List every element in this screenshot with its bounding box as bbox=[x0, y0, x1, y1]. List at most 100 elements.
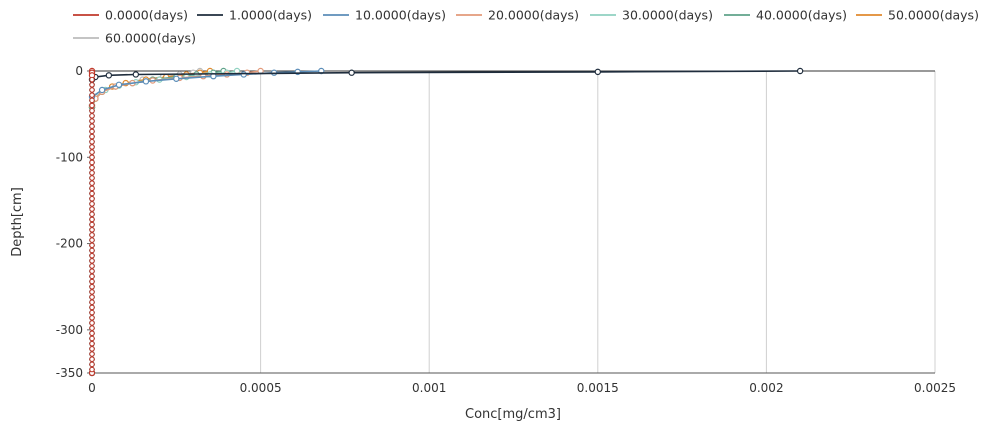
series-line bbox=[91, 70, 261, 373]
data-point bbox=[89, 97, 95, 104]
legend-item[interactable]: 40.0000(days) bbox=[724, 8, 847, 23]
legend-label: 0.0000(days) bbox=[105, 8, 188, 23]
data-point bbox=[89, 180, 95, 186]
y-tick-label: 0 bbox=[75, 64, 83, 78]
data-point bbox=[115, 81, 123, 89]
x-tick-label: 0 bbox=[88, 381, 96, 395]
data-point bbox=[89, 159, 95, 166]
data-point bbox=[89, 289, 95, 295]
y-tick-label: -300 bbox=[56, 323, 83, 337]
grid-lines bbox=[260, 71, 936, 373]
data-point bbox=[173, 75, 180, 82]
data-point bbox=[89, 284, 95, 290]
data-point bbox=[89, 164, 95, 171]
data-point bbox=[89, 118, 95, 124]
legend-item[interactable]: 30.0000(days) bbox=[590, 8, 713, 23]
data-point bbox=[89, 87, 95, 93]
series-4 bbox=[88, 67, 241, 377]
series-3 bbox=[88, 67, 264, 377]
legend-item[interactable]: 20.0000(days) bbox=[456, 8, 579, 23]
data-point bbox=[89, 227, 95, 233]
data-point bbox=[89, 361, 95, 368]
data-point bbox=[89, 268, 95, 274]
data-point bbox=[89, 258, 95, 264]
legend[interactable]: 0.0000(days) 1.0000(days) 10.0000(days) 20.… bbox=[73, 8, 979, 46]
data-point bbox=[89, 185, 95, 192]
data-point bbox=[89, 351, 95, 357]
series-line bbox=[91, 70, 801, 373]
x-tick-label: 0.002 bbox=[749, 381, 783, 395]
data-point bbox=[89, 107, 95, 114]
data-point bbox=[89, 325, 95, 331]
series-6 bbox=[88, 67, 214, 377]
x-tick-label: 0.001 bbox=[412, 381, 446, 395]
data-point bbox=[89, 315, 95, 321]
data-point bbox=[89, 211, 95, 217]
data-point bbox=[89, 237, 95, 243]
series-line bbox=[91, 70, 322, 373]
data-point bbox=[89, 242, 95, 248]
data-point bbox=[132, 71, 140, 78]
series-lines bbox=[88, 67, 804, 377]
data-point bbox=[89, 201, 95, 207]
data-point bbox=[89, 206, 95, 212]
data-point bbox=[89, 232, 95, 238]
legend-item[interactable]: 60.0000(days) bbox=[73, 31, 196, 46]
data-point bbox=[89, 113, 95, 119]
y-tick-label: -200 bbox=[56, 237, 83, 251]
data-point bbox=[89, 196, 95, 202]
axes: 0 0.0005 0.001 0.0015 0.002 0.0025 0 -100 -200 -3… bbox=[56, 64, 956, 395]
legend-label: 50.0000(days) bbox=[888, 8, 979, 23]
legend-item[interactable]: 1.0000(days) bbox=[197, 8, 312, 23]
data-point bbox=[89, 304, 95, 311]
legend-item[interactable]: 50.0000(days) bbox=[856, 8, 979, 23]
data-point bbox=[348, 69, 355, 76]
y-tick-label: -350 bbox=[56, 366, 83, 380]
legend-item[interactable]: 0.0000(days) bbox=[73, 8, 188, 23]
y-tick-label: -100 bbox=[56, 150, 83, 164]
series-line bbox=[91, 70, 238, 373]
data-point bbox=[594, 68, 602, 76]
series-line bbox=[91, 70, 211, 373]
data-point bbox=[89, 76, 95, 83]
legend-label: 60.0000(days) bbox=[105, 31, 196, 46]
data-point bbox=[89, 309, 95, 316]
series-1 bbox=[88, 67, 804, 377]
data-point bbox=[89, 273, 95, 280]
x-tick-label: 0.0005 bbox=[240, 381, 282, 395]
legend-label: 10.0000(days) bbox=[355, 8, 446, 23]
data-point bbox=[89, 346, 95, 352]
x-axis-title: Conc[mg/cm3] bbox=[465, 407, 561, 422]
data-point bbox=[89, 299, 95, 305]
data-point bbox=[89, 221, 95, 228]
data-point bbox=[89, 356, 95, 362]
data-point bbox=[89, 294, 95, 300]
series-line bbox=[91, 70, 224, 373]
data-point bbox=[89, 340, 95, 347]
data-point bbox=[89, 330, 95, 337]
data-point bbox=[89, 82, 95, 88]
legend-item[interactable]: 10.0000(days) bbox=[323, 8, 446, 23]
legend-label: 20.0000(days) bbox=[488, 8, 579, 23]
series-5 bbox=[88, 67, 227, 377]
data-point bbox=[89, 278, 95, 285]
data-point bbox=[89, 149, 95, 155]
data-point bbox=[89, 335, 95, 342]
data-point bbox=[89, 92, 95, 98]
x-tick-label: 0.0015 bbox=[577, 381, 619, 395]
data-point bbox=[796, 67, 804, 75]
data-point bbox=[89, 102, 95, 109]
data-point bbox=[89, 263, 95, 269]
x-tick-label: 0.0025 bbox=[914, 381, 956, 395]
data-point bbox=[89, 128, 95, 135]
legend-label: 1.0000(days) bbox=[229, 8, 312, 23]
data-point bbox=[142, 78, 150, 85]
series-0 bbox=[88, 67, 96, 377]
data-point bbox=[89, 320, 95, 326]
legend-label: 40.0000(days) bbox=[756, 8, 847, 23]
data-point bbox=[89, 175, 95, 181]
series-7 bbox=[88, 67, 204, 377]
data-point bbox=[98, 86, 106, 94]
data-point bbox=[89, 139, 95, 145]
